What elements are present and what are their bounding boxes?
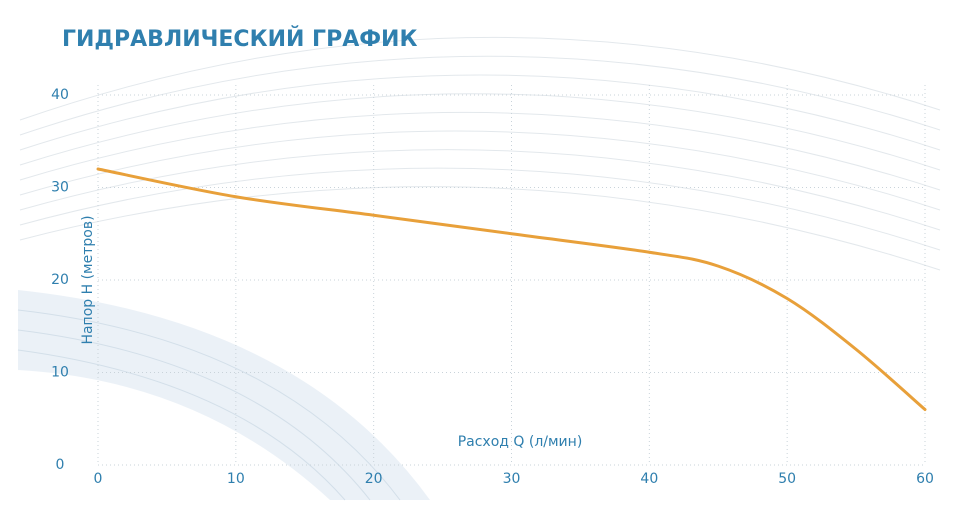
background-decoration: [17, 36, 941, 501]
x-axis-label: Расход Q (л/мин): [458, 434, 583, 450]
y-tick-label: 30: [51, 180, 69, 196]
y-tick-label: 0: [56, 457, 65, 473]
x-tick-label: 30: [503, 471, 521, 487]
chart-title: ГИДРАВЛИЧЕСКИЙ ГРАФИК: [62, 26, 417, 52]
curve: [96, 167, 927, 411]
y-tick-label: 20: [51, 272, 69, 288]
x-tick-label: 60: [916, 471, 934, 487]
x-tick-label: 40: [640, 471, 658, 487]
x-tick-label: 10: [227, 471, 245, 487]
y-axis-label: Напор H (метров): [80, 215, 96, 344]
x-tick-label: 0: [94, 471, 103, 487]
x-tick-label: 20: [365, 471, 383, 487]
y-tick-label: 40: [51, 87, 69, 103]
x-tick-label: 50: [778, 471, 796, 487]
y-tick-label: 10: [51, 365, 69, 381]
